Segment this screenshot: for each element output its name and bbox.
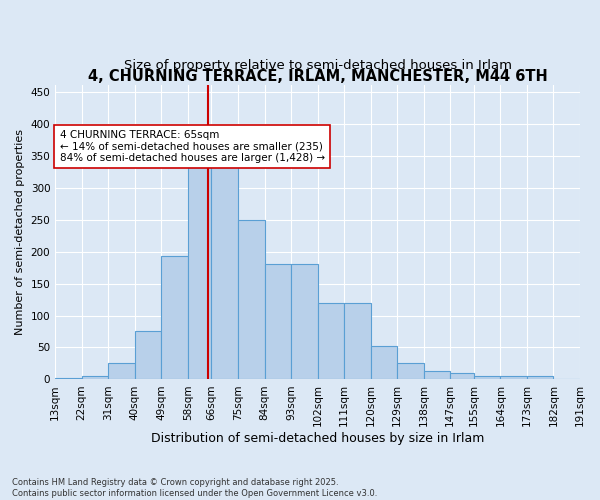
X-axis label: Distribution of semi-detached houses by size in Irlam: Distribution of semi-detached houses by … (151, 432, 484, 445)
Bar (55, 378, 82, 380)
Bar (371, 346, 397, 380)
Bar (211, 148, 238, 380)
Bar (188, 140, 211, 380)
Bar (135, 331, 161, 380)
Bar (500, 376, 527, 380)
Bar (238, 220, 265, 380)
Text: 4 CHURNING TERRACE: 65sqm
← 14% of semi-detached houses are smaller (235)
84% of: 4 CHURNING TERRACE: 65sqm ← 14% of semi-… (59, 130, 325, 164)
Title: 4, CHURNING TERRACE, IRLAM, MANCHESTER, M44 6TH: 4, CHURNING TERRACE, IRLAM, MANCHESTER, … (88, 69, 547, 84)
Bar (474, 376, 500, 380)
Bar (450, 373, 474, 380)
Bar (424, 370, 450, 380)
Bar (317, 302, 344, 380)
Bar (397, 363, 424, 380)
Bar (291, 264, 317, 380)
Bar (527, 376, 553, 380)
Bar (161, 256, 188, 380)
Bar (108, 363, 135, 380)
Y-axis label: Number of semi-detached properties: Number of semi-detached properties (15, 130, 25, 336)
Bar (82, 376, 108, 380)
Text: Size of property relative to semi-detached houses in Irlam: Size of property relative to semi-detach… (124, 59, 512, 72)
Bar (265, 264, 291, 380)
Text: Contains HM Land Registry data © Crown copyright and database right 2025.
Contai: Contains HM Land Registry data © Crown c… (12, 478, 377, 498)
Bar (344, 302, 371, 380)
Bar (553, 379, 580, 380)
